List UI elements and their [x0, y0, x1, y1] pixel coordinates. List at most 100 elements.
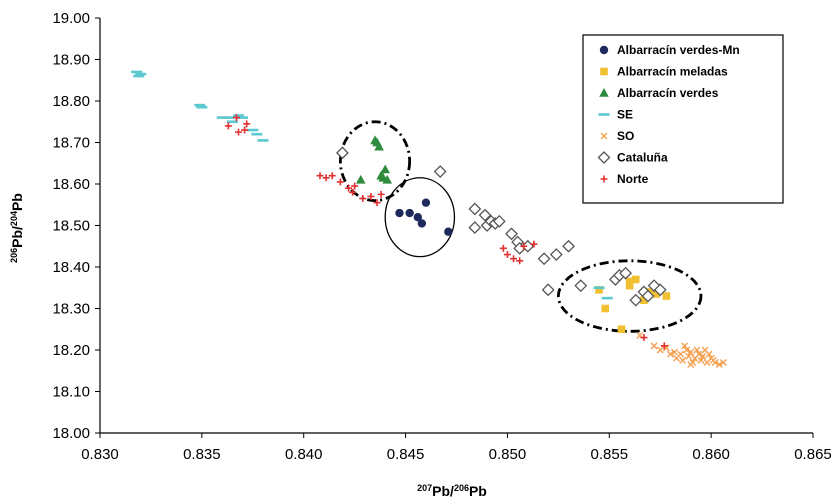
data-point [355, 174, 366, 184]
legend-marker [598, 113, 610, 116]
data-point [530, 240, 538, 248]
data-point [516, 257, 524, 265]
legend-marker [597, 151, 611, 164]
data-point [629, 293, 643, 307]
data-point [625, 281, 634, 290]
data-point [685, 352, 693, 360]
data-point [224, 122, 232, 130]
annotation-circles [338, 120, 703, 333]
data-point [237, 116, 249, 119]
data-point [233, 114, 245, 117]
data-point [640, 334, 648, 342]
data-point [241, 126, 249, 134]
data-point [135, 72, 147, 76]
data-point [601, 296, 613, 300]
data-point [417, 219, 427, 228]
data-point [373, 199, 381, 207]
legend-label: Albarracín verdes [617, 86, 719, 100]
data-point [380, 164, 390, 174]
data-point [549, 248, 563, 261]
data-point [351, 182, 359, 190]
data-point [670, 348, 678, 356]
data-point [336, 146, 349, 160]
data-point [367, 192, 375, 200]
legend-label: Albarracín meladas [617, 65, 728, 79]
y-tick-label: 18.10 [52, 384, 90, 401]
data-point [328, 172, 336, 180]
legend-marker [600, 132, 608, 140]
data-point [666, 350, 674, 358]
data-point [433, 165, 447, 178]
data-point [619, 266, 633, 280]
data-point [625, 277, 634, 286]
data-point [444, 227, 453, 236]
data-point [660, 342, 668, 350]
data-point [374, 141, 384, 151]
data-point [537, 252, 551, 266]
data-point [681, 342, 689, 350]
data-point [650, 342, 658, 350]
data-point [656, 346, 664, 354]
legend-label: SE [617, 108, 633, 122]
legend-label: Albarracín verdes-Mn [617, 43, 740, 57]
data-point [679, 356, 687, 364]
data-point [468, 202, 482, 216]
legend-marker [599, 88, 609, 97]
x-tick-label: 0.860 [692, 446, 730, 463]
data-point [336, 178, 344, 186]
data-point [349, 188, 357, 196]
series-so [636, 331, 727, 369]
data-point [247, 128, 259, 132]
x-tick-label: 0.830 [81, 446, 119, 463]
data-point [711, 358, 719, 366]
x-tick-label: 0.855 [591, 446, 629, 463]
data-point [562, 239, 575, 253]
data-point [499, 244, 507, 252]
data-point [478, 208, 492, 222]
data-point [631, 275, 640, 284]
y-tick-label: 18.90 [52, 52, 90, 69]
data-point [226, 120, 238, 124]
data-point [653, 283, 667, 297]
y-tick-labels: 18.00 18.10 18.20 18.30 18.40 18.50 18.60 18.70… [52, 10, 100, 442]
x-axis-title: 207Pb/206Pb [417, 483, 487, 499]
annotation-ellipse [556, 259, 703, 333]
series-se [131, 70, 613, 300]
x-tick-label: 0.865 [794, 446, 832, 463]
series-albarrac-n-verdes-mn [395, 198, 453, 236]
series-norte [224, 114, 668, 350]
data-point [697, 356, 705, 364]
y-tick-label: 18.60 [52, 176, 90, 193]
y-tick-label: 18.30 [52, 301, 90, 318]
data-point [131, 70, 143, 74]
data-point [243, 120, 251, 128]
data-point [689, 358, 697, 366]
x-tick-labels: 0.830 0.835 0.840 0.845 0.850 0.855 0.860 0.865 [81, 433, 832, 463]
data-point [359, 195, 367, 203]
legend-label: SO [617, 129, 634, 143]
legend-label: Cataluña [617, 151, 668, 165]
data-point [257, 139, 269, 142]
annotation-ellipse [338, 120, 412, 202]
x-tick-label: 0.840 [285, 446, 323, 463]
x-tick-label: 0.835 [183, 446, 221, 463]
data-point [345, 184, 353, 192]
annotation-ellipse [384, 177, 456, 258]
data-point [382, 174, 393, 184]
legend-label: Norte [617, 172, 649, 186]
data-point [541, 283, 555, 297]
legend: Albarracín verdes-Mn Albarracín meladas Al… [582, 34, 784, 204]
legend-marker [599, 45, 609, 55]
data-point [196, 105, 208, 109]
x-tick-label: 0.845 [387, 446, 425, 463]
data-point [683, 346, 691, 354]
data-point [505, 227, 518, 241]
data-point [640, 296, 648, 304]
x-tick-label: 0.850 [489, 446, 527, 463]
legend-marker [600, 67, 608, 76]
data-point [421, 198, 431, 207]
data-point [520, 242, 528, 250]
data-point [687, 348, 695, 356]
data-point [574, 279, 588, 293]
